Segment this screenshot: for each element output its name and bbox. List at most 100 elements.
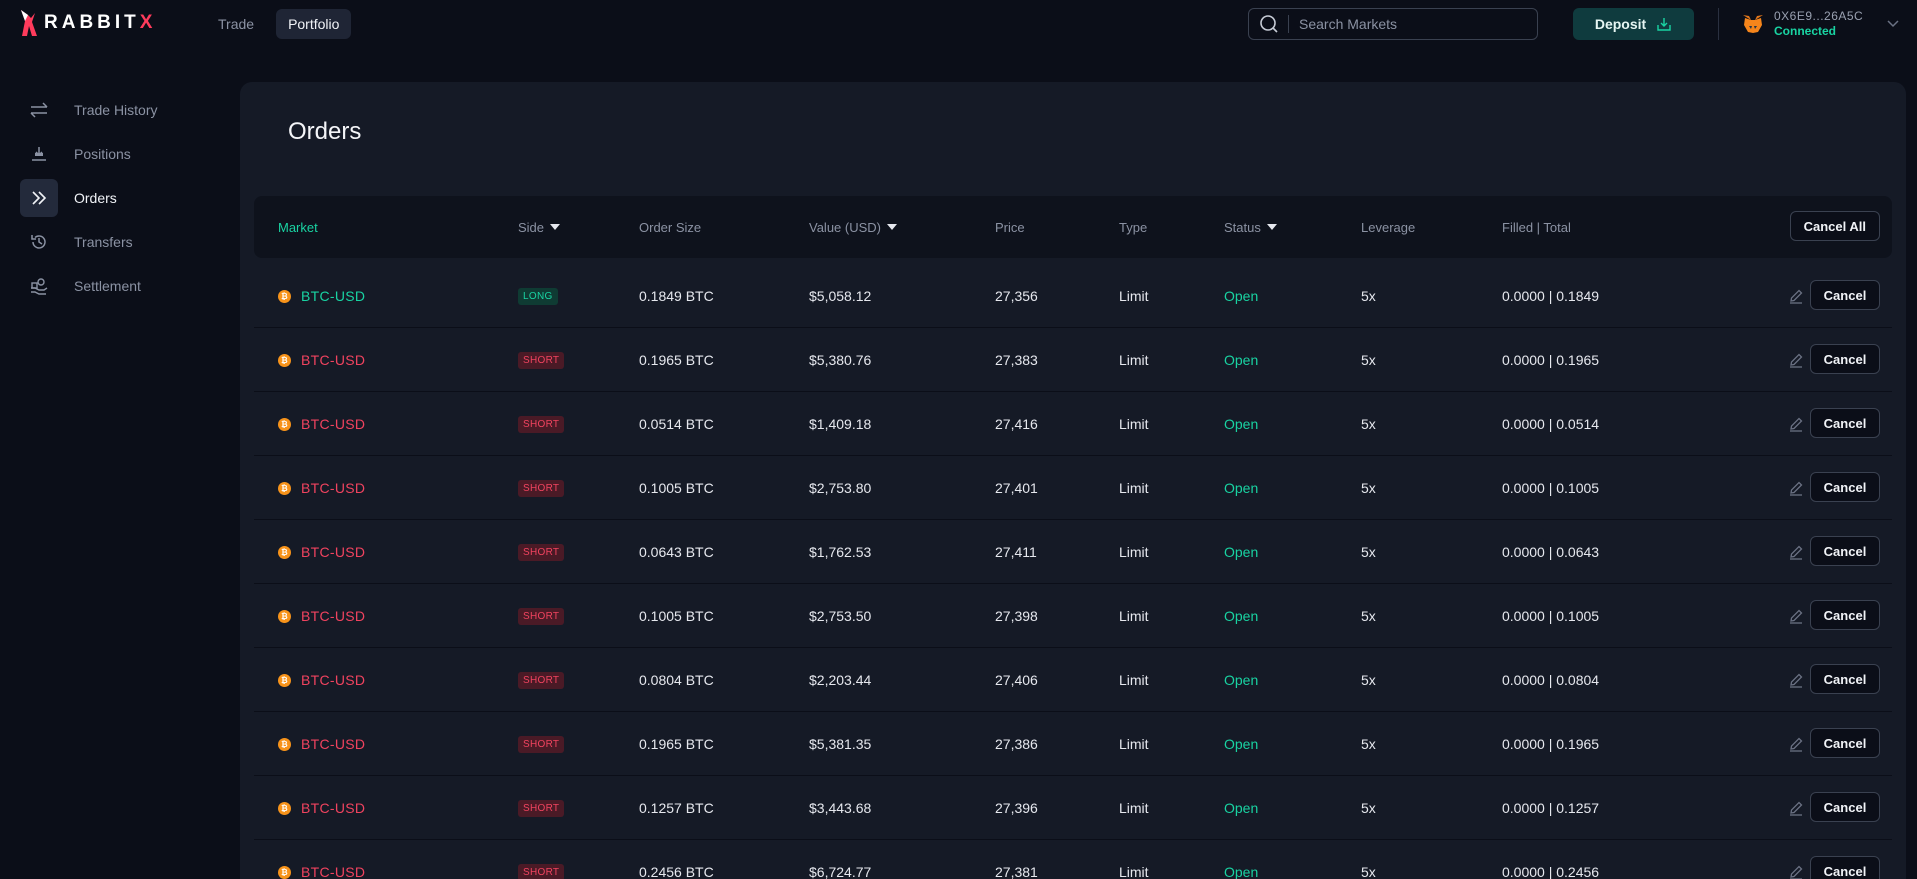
header-market[interactable]: Market (278, 219, 318, 235)
leverage-cell: 5x (1361, 416, 1376, 432)
bitcoin-icon: ₿ (278, 673, 291, 687)
edit-pencil-icon[interactable] (1788, 288, 1804, 309)
type-cell: Limit (1119, 736, 1149, 752)
header-value[interactable]: Value (USD) (809, 196, 898, 258)
price-cell: 27,383 (995, 352, 1038, 368)
history-clock-icon (20, 223, 58, 261)
market-cell[interactable]: ₿ BTC-USD (278, 520, 365, 584)
cancel-order-button[interactable]: Cancel (1810, 856, 1880, 879)
table-row[interactable]: ₿ BTC-USD SHORT 0.1005 BTC $2,753.80 27,… (254, 456, 1892, 520)
table-row[interactable]: ₿ BTC-USD SHORT 0.0514 BTC $1,409.18 27,… (254, 392, 1892, 456)
type-cell: Limit (1119, 416, 1149, 432)
market-cell[interactable]: ₿ BTC-USD (278, 328, 365, 392)
value-cell: $2,753.80 (809, 480, 872, 496)
wallet-menu[interactable]: 0X6E9...26A5C Connected (1742, 8, 1899, 40)
type-cell: Limit (1119, 480, 1149, 496)
market-cell[interactable]: ₿ BTC-USD (278, 840, 365, 879)
table-row[interactable]: ₿ BTC-USD SHORT 0.1965 BTC $5,381.35 27,… (254, 712, 1892, 776)
cancel-order-button[interactable]: Cancel (1810, 792, 1880, 822)
edit-pencil-icon[interactable] (1788, 416, 1804, 437)
table-row[interactable]: ₿ BTC-USD SHORT 0.1005 BTC $2,753.50 27,… (254, 584, 1892, 648)
order-size-cell: 0.1965 BTC (639, 736, 714, 752)
cancel-order-button[interactable]: Cancel (1810, 344, 1880, 374)
leverage-cell: 5x (1361, 608, 1376, 624)
order-size-cell: 0.1005 BTC (639, 608, 714, 624)
bitcoin-icon: ₿ (278, 737, 291, 751)
market-cell[interactable]: ₿ BTC-USD (278, 392, 365, 456)
nav-trade[interactable]: Trade (218, 16, 255, 32)
deposit-button[interactable]: Deposit (1573, 8, 1694, 40)
table-row[interactable]: ₿ BTC-USD SHORT 0.2456 BTC $6,724.77 27,… (254, 840, 1892, 879)
table-row[interactable]: ₿ BTC-USD SHORT 0.1257 BTC $3,443.68 27,… (254, 776, 1892, 840)
status-cell: Open (1224, 800, 1259, 816)
nav-portfolio[interactable]: Portfolio (276, 9, 352, 39)
value-cell: $2,203.44 (809, 672, 872, 688)
brand-logo[interactable]: RABBITX (18, 9, 156, 37)
cancel-order-button[interactable]: Cancel (1810, 664, 1880, 694)
price-cell: 27,398 (995, 608, 1038, 624)
sort-caret-icon (1266, 224, 1277, 230)
price-cell: 27,356 (995, 288, 1038, 304)
sidebar-item-trade-history[interactable]: Trade History (0, 88, 240, 132)
table-row[interactable]: ₿ BTC-USD LONG 0.1849 BTC $5,058.12 27,3… (254, 264, 1892, 328)
market-symbol: BTC-USD (301, 864, 366, 879)
market-cell[interactable]: ₿ BTC-USD (278, 456, 365, 520)
header-leverage: Leverage (1361, 219, 1416, 235)
sidebar-item-transfers[interactable]: Transfers (0, 220, 240, 264)
market-cell[interactable]: ₿ BTC-USD (278, 264, 365, 328)
cancel-order-button[interactable]: Cancel (1810, 408, 1880, 438)
bitcoin-icon: ₿ (278, 417, 291, 431)
header-order-size: Order Size (639, 219, 702, 235)
brand-name: RABBIT (44, 12, 140, 33)
deposit-label: Deposit (1594, 16, 1647, 32)
cancel-all-button[interactable]: Cancel All (1789, 211, 1880, 241)
edit-pencil-icon[interactable] (1788, 672, 1804, 693)
market-symbol: BTC-USD (301, 672, 366, 688)
market-cell[interactable]: ₿ BTC-USD (278, 584, 365, 648)
price-cell: 27,381 (995, 864, 1038, 879)
leverage-cell: 5x (1361, 864, 1376, 879)
cancel-order-button[interactable]: Cancel (1810, 536, 1880, 566)
side-cell: SHORT (518, 712, 565, 776)
arrows-swap-icon (20, 91, 58, 129)
search-icon[interactable] (1249, 15, 1289, 33)
cancel-order-button[interactable]: Cancel (1810, 728, 1880, 758)
status-cell: Open (1224, 672, 1259, 688)
top-nav: Trade Portfolio (206, 9, 352, 39)
edit-pencil-icon[interactable] (1788, 608, 1804, 629)
edit-pencil-icon[interactable] (1788, 736, 1804, 757)
sidebar-item-label: Positions (74, 146, 131, 162)
cancel-order-button[interactable]: Cancel (1810, 600, 1880, 630)
sidebar-item-settlement[interactable]: Settlement (0, 264, 240, 308)
edit-pencil-icon[interactable] (1788, 352, 1804, 373)
market-cell[interactable]: ₿ BTC-USD (278, 712, 365, 776)
market-cell[interactable]: ₿ BTC-USD (278, 648, 365, 712)
chevron-down-icon[interactable] (1887, 20, 1899, 28)
market-symbol: BTC-USD (301, 288, 366, 304)
order-size-cell: 0.0514 BTC (639, 416, 714, 432)
table-row[interactable]: ₿ BTC-USD SHORT 0.1965 BTC $5,380.76 27,… (254, 328, 1892, 392)
side-badge: SHORT (518, 863, 565, 879)
bitcoin-icon: ₿ (278, 865, 291, 879)
header-status[interactable]: Status (1224, 196, 1277, 258)
market-cell[interactable]: ₿ BTC-USD (278, 776, 365, 840)
edit-pencil-icon[interactable] (1788, 864, 1804, 879)
table-row[interactable]: ₿ BTC-USD SHORT 0.0643 BTC $1,762.53 27,… (254, 520, 1892, 584)
edit-pencil-icon[interactable] (1788, 480, 1804, 501)
positions-icon (20, 135, 58, 173)
market-symbol: BTC-USD (301, 480, 366, 496)
value-cell: $3,443.68 (809, 800, 872, 816)
sidebar-item-orders[interactable]: Orders (0, 176, 240, 220)
sidebar-item-positions[interactable]: Positions (0, 132, 240, 176)
leverage-cell: 5x (1361, 672, 1376, 688)
cancel-order-button[interactable]: Cancel (1810, 472, 1880, 502)
type-cell: Limit (1119, 544, 1149, 560)
cancel-order-button[interactable]: Cancel (1810, 280, 1880, 310)
edit-pencil-icon[interactable] (1788, 544, 1804, 565)
bitcoin-icon: ₿ (278, 545, 291, 559)
edit-pencil-icon[interactable] (1788, 800, 1804, 821)
table-row[interactable]: ₿ BTC-USD SHORT 0.0804 BTC $2,203.44 27,… (254, 648, 1892, 712)
header-side[interactable]: Side (518, 196, 561, 258)
brand-name-x: X (139, 12, 157, 33)
search-input[interactable] (1299, 16, 1519, 32)
